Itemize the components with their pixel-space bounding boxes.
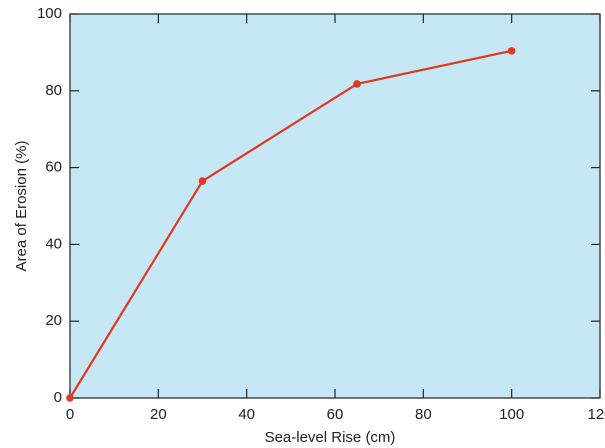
y-tick-label: 20 xyxy=(45,312,62,329)
y-tick-label: 40 xyxy=(45,235,62,252)
point xyxy=(198,177,207,185)
x-tick-label: 20 xyxy=(150,406,167,423)
y-axis-label: Area of Erosion (%) xyxy=(13,141,30,272)
plot-area xyxy=(69,13,601,399)
y-tick-label: 0 xyxy=(54,389,62,406)
x-tick-label: 40 xyxy=(238,406,255,423)
x-tick-label: 0 xyxy=(66,406,74,423)
line xyxy=(69,49,512,399)
x-tick-label: 80 xyxy=(415,406,432,423)
point xyxy=(507,47,516,55)
y-tick-label: 100 xyxy=(37,5,62,22)
y-tick-label: 80 xyxy=(45,82,62,99)
x-axis-label: Sea-level Rise (cm) xyxy=(265,429,396,446)
y-tick-label: 60 xyxy=(45,159,62,176)
x-tick-label: 120 xyxy=(587,406,605,423)
x-tick-label: 100 xyxy=(499,406,524,423)
point xyxy=(66,394,74,402)
x-tick-label: 60 xyxy=(327,406,344,423)
point xyxy=(353,80,361,88)
